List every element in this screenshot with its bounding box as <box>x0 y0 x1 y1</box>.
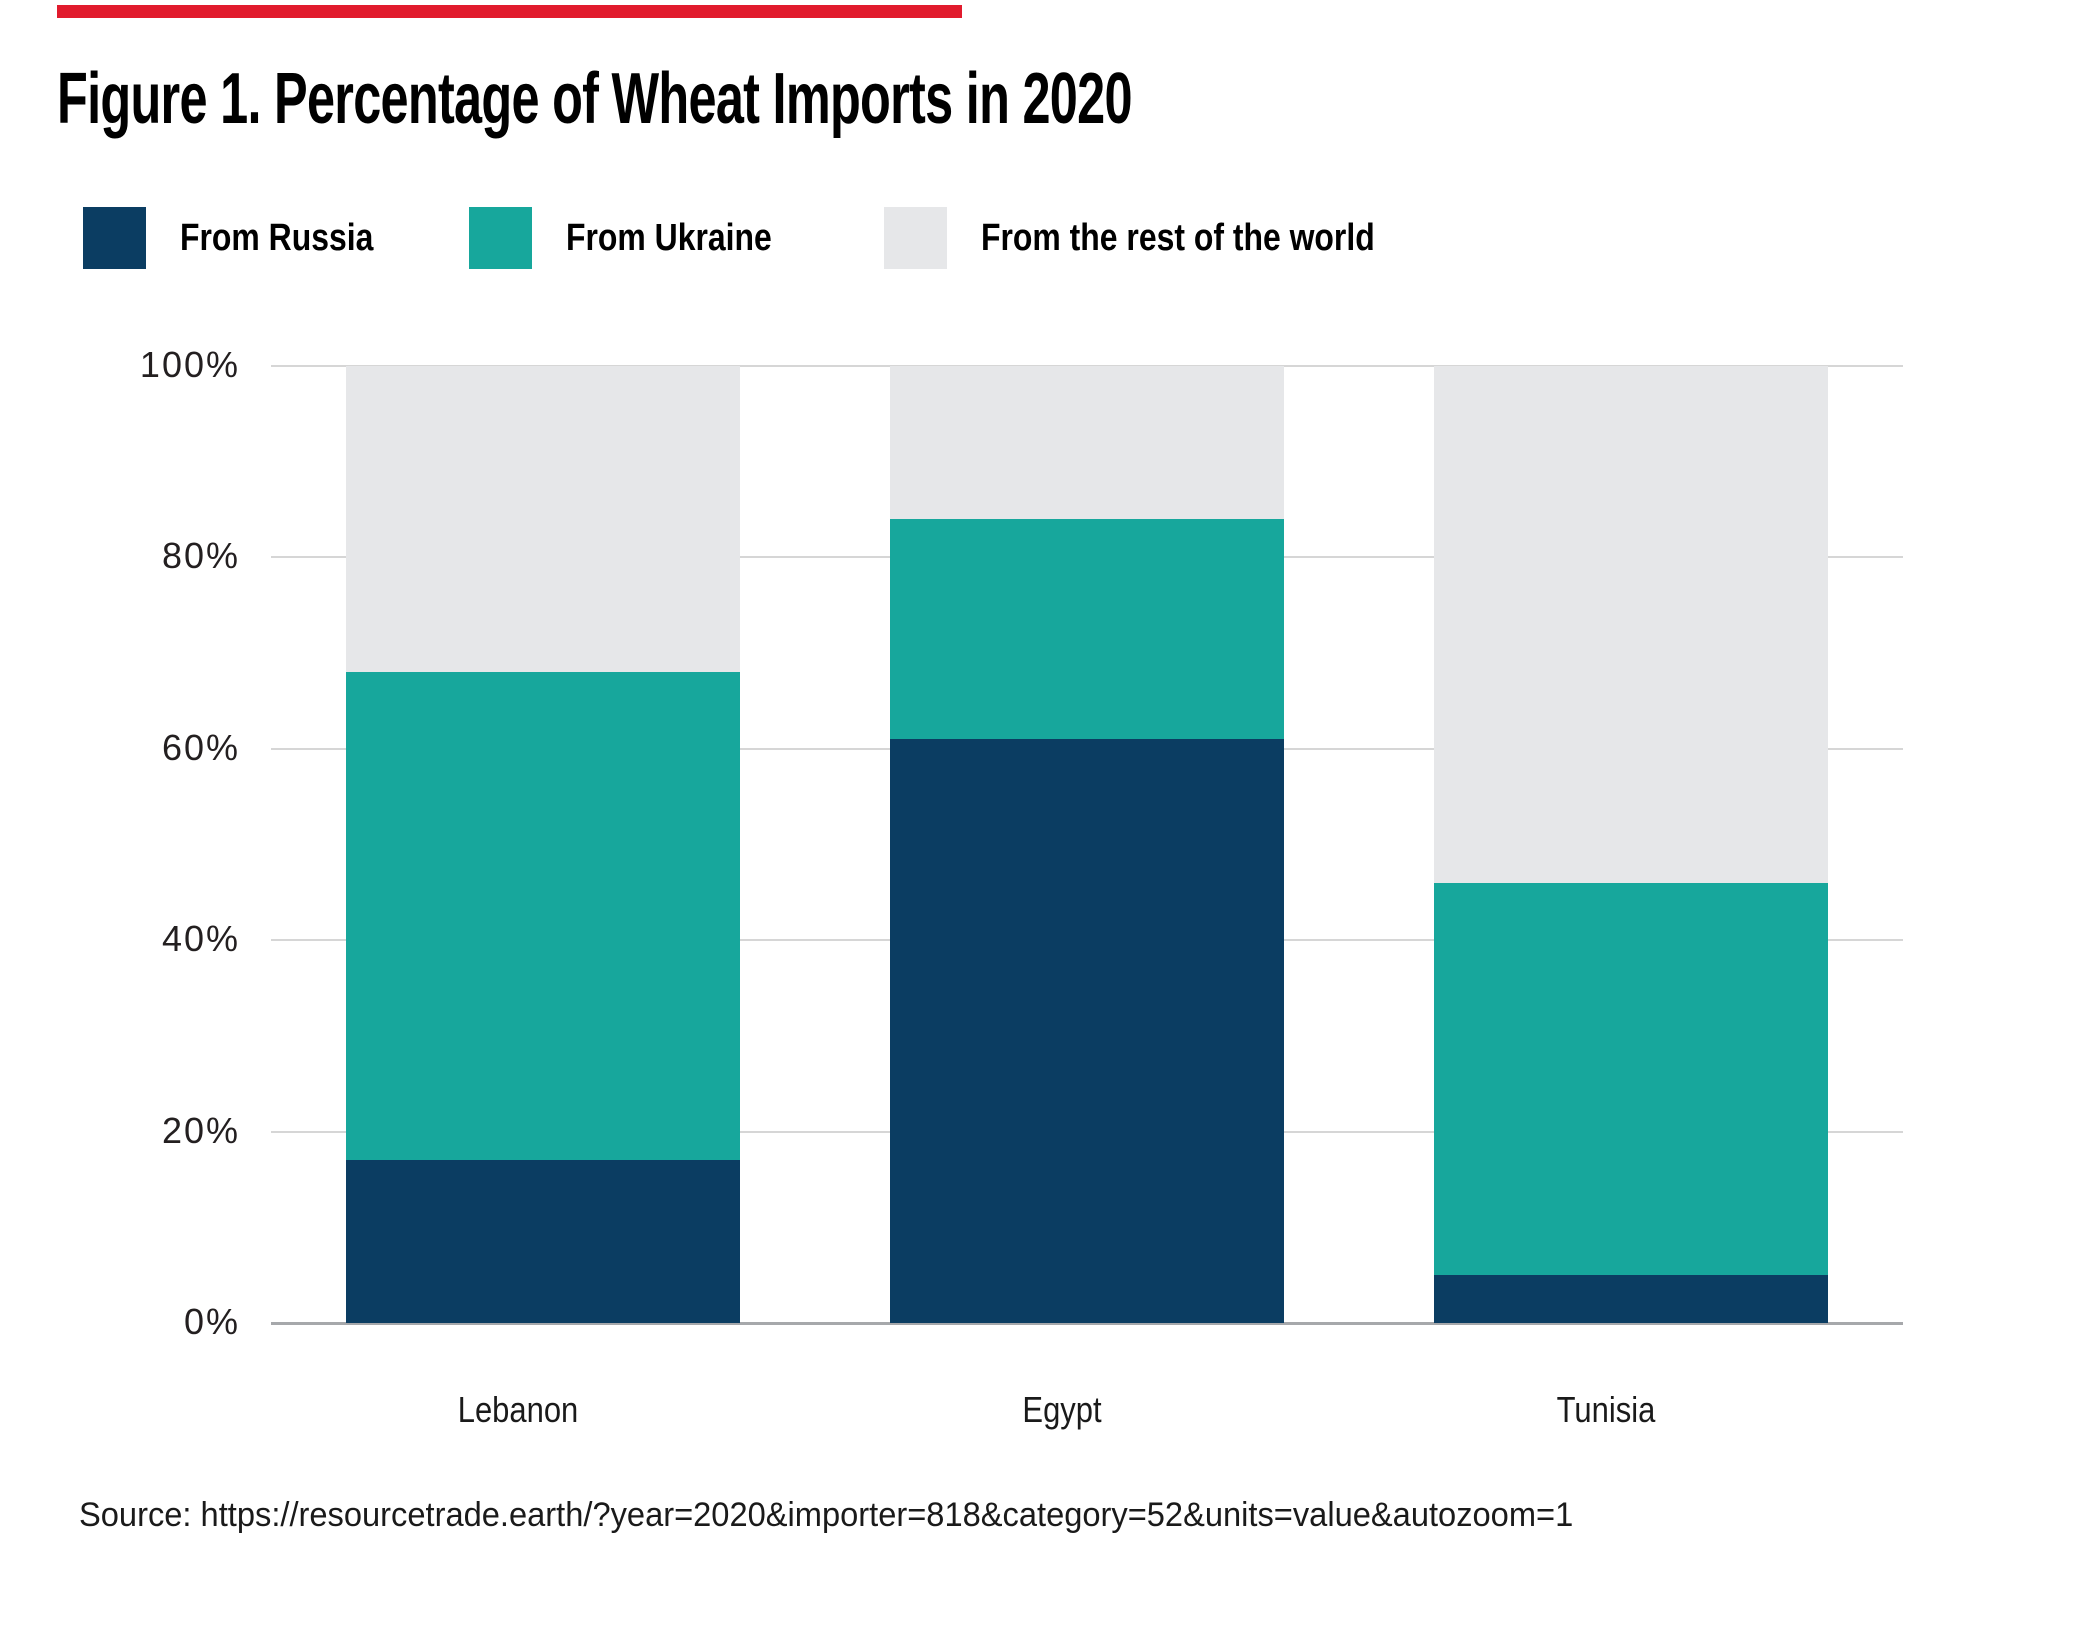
bar-segment-tunisia-ukraine <box>1434 882 1828 1276</box>
stacked-bar-chart: 100% 80% 60% 40% 20% 0% Lebanon Egypt Tunisia <box>0 344 2084 1466</box>
y-tick-label: 60% <box>161 726 240 768</box>
bar-segment-egypt-rest-of-world <box>890 366 1284 520</box>
bar-segment-lebanon-russia <box>346 1160 740 1323</box>
figure-title-text: Figure 1. Percentage of Wheat Imports in… <box>57 59 1132 139</box>
plot-area <box>271 365 1903 1325</box>
red-accent-bar <box>57 5 962 18</box>
x-axis-label-text: Lebanon <box>457 1389 579 1430</box>
legend-swatch-ukraine <box>469 207 532 269</box>
source-note: Source: https://resourcetrade.earth/?yea… <box>79 1496 1574 1534</box>
bar-segment-egypt-russia <box>890 739 1284 1323</box>
legend-swatch-russia <box>83 207 146 269</box>
x-axis-label-egypt: Egypt <box>1016 1389 1108 1431</box>
y-tick-label: 80% <box>161 535 240 577</box>
x-axis-label-text: Egypt <box>1022 1389 1102 1430</box>
x-axis-label-tunisia: Tunisia <box>1549 1389 1664 1431</box>
legend-item-ukraine: From Ukraine <box>469 206 811 270</box>
y-tick-label: 20% <box>161 1109 240 1151</box>
legend-item-russia: From Russia <box>83 206 410 270</box>
legend-label-ukraine: From Ukraine <box>566 216 772 259</box>
legend-label-rest-of-world: From the rest of the world <box>981 216 1375 259</box>
y-tick-label: 100% <box>139 344 240 386</box>
bar-egypt <box>890 366 1284 1323</box>
x-axis-baseline <box>271 1322 1903 1325</box>
legend: From Russia From Ukraine From the rest of … <box>0 206 2084 272</box>
legend-swatch-rest-of-world <box>884 207 947 269</box>
x-axis-label-lebanon: Lebanon <box>448 1389 588 1431</box>
legend-item-rest-of-world: From the rest of the world <box>884 206 1450 270</box>
y-tick-label: 0% <box>183 1301 240 1343</box>
x-axis-label-text: Tunisia <box>1556 1389 1656 1430</box>
bar-segment-egypt-ukraine <box>890 519 1284 740</box>
bar-segment-lebanon-rest-of-world <box>346 366 740 673</box>
bar-lebanon <box>346 366 740 1323</box>
y-axis: 100% 80% 60% 40% 20% 0% <box>0 344 240 1342</box>
bar-segment-tunisia-russia <box>1434 1275 1828 1323</box>
bar-segment-lebanon-ukraine <box>346 672 740 1161</box>
bar-tunisia <box>1434 366 1828 1323</box>
figure-title: Figure 1. Percentage of Wheat Imports in… <box>57 59 1592 139</box>
legend-label-russia: From Russia <box>180 216 374 259</box>
bar-segment-tunisia-rest-of-world <box>1434 366 1828 883</box>
y-tick-label: 40% <box>161 918 240 960</box>
x-axis-labels: Lebanon Egypt Tunisia <box>271 1389 1903 1449</box>
